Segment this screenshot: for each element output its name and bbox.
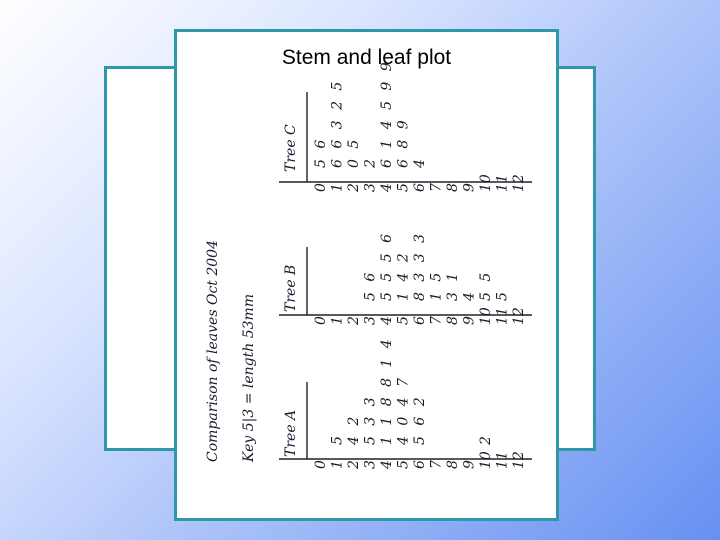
key: Key 5|3 = length 53mm bbox=[241, 294, 257, 463]
leaves: 5 bbox=[495, 289, 511, 301]
slide-title: Stem and leaf plot bbox=[281, 46, 452, 69]
stem: 11 bbox=[495, 451, 511, 469]
stem: 3 bbox=[363, 316, 379, 325]
stem: 6 bbox=[412, 460, 428, 469]
leaves: 5 5 5 6 bbox=[379, 231, 395, 301]
stem: 6 bbox=[412, 316, 428, 325]
leaves: 5 3 3 bbox=[363, 394, 379, 445]
stem: 3 bbox=[363, 183, 379, 192]
stem: 6 bbox=[412, 183, 428, 192]
stem: 8 bbox=[445, 316, 461, 325]
stem: 1 bbox=[330, 460, 346, 469]
leaves: 5 6 2 bbox=[412, 394, 428, 445]
stem: 4 bbox=[379, 183, 395, 193]
stem: 12 bbox=[511, 307, 527, 325]
stem: 2 bbox=[346, 183, 362, 193]
stem: 11 bbox=[495, 174, 511, 192]
stem: 1 bbox=[330, 183, 346, 192]
stem: 10 bbox=[478, 174, 494, 192]
leaves: 1 5 bbox=[429, 270, 445, 301]
stem: 7 bbox=[429, 316, 445, 325]
stem: 4 bbox=[379, 316, 395, 326]
leaves: 2 bbox=[363, 156, 379, 169]
leaves: 4 0 4 7 bbox=[396, 375, 412, 446]
stem: 3 bbox=[363, 460, 379, 469]
leaves: 5 5 bbox=[478, 270, 494, 301]
stem: 8 bbox=[445, 460, 461, 469]
front-card: Comparison of leaves Oct 2004 Key 5|3 = l… bbox=[174, 29, 559, 521]
stem: 11 bbox=[495, 307, 511, 325]
leaves: 4 bbox=[412, 156, 428, 169]
stem: 10 bbox=[478, 307, 494, 325]
leaves: 2 bbox=[478, 433, 494, 446]
leaves: 3 1 bbox=[445, 270, 461, 301]
stem: 9 bbox=[462, 183, 478, 192]
stem: 9 bbox=[462, 316, 478, 325]
stem: 10 bbox=[478, 451, 494, 469]
stem: 0 bbox=[313, 316, 329, 325]
leaves: 6 8 9 bbox=[396, 117, 412, 168]
stem: 5 bbox=[396, 460, 412, 469]
stem: 0 bbox=[313, 460, 329, 469]
leaves: 6 6 3 2 5 bbox=[330, 79, 346, 168]
stem: 12 bbox=[511, 174, 527, 192]
stem: 7 bbox=[429, 183, 445, 192]
stem: 12 bbox=[511, 451, 527, 469]
leaves: 4 2 bbox=[346, 414, 362, 446]
leaves: 4 bbox=[462, 289, 478, 302]
tree-label: Tree C bbox=[283, 124, 299, 172]
leaves: 0 5 bbox=[346, 137, 362, 168]
stem: 2 bbox=[346, 460, 362, 470]
stem: 4 bbox=[379, 460, 395, 470]
stem: 0 bbox=[313, 183, 329, 192]
leaves: 5 bbox=[330, 433, 346, 445]
leaves: 5 6 bbox=[313, 137, 329, 168]
tree-label: Tree A bbox=[283, 410, 299, 457]
stem: 5 bbox=[396, 316, 412, 325]
stem: 8 bbox=[445, 183, 461, 192]
handwritten-sheet: Comparison of leaves Oct 2004 Key 5|3 = l… bbox=[205, 59, 532, 470]
stem: 7 bbox=[429, 460, 445, 469]
leaves: 5 6 bbox=[363, 270, 379, 301]
leaves: 8 3 3 3 bbox=[412, 231, 428, 301]
stem: 5 bbox=[396, 183, 412, 192]
leaves: 1 1 8 8 1 4 bbox=[379, 336, 395, 445]
stem: 1 bbox=[330, 316, 346, 325]
heading: Comparison of leaves Oct 2004 bbox=[205, 240, 221, 462]
leaves: 1 4 2 bbox=[396, 250, 412, 301]
tree-label: Tree B bbox=[283, 265, 299, 312]
leaves: 6 1 4 5 9 9 bbox=[379, 59, 395, 168]
stem: 2 bbox=[346, 316, 362, 326]
stem: 9 bbox=[462, 460, 478, 469]
